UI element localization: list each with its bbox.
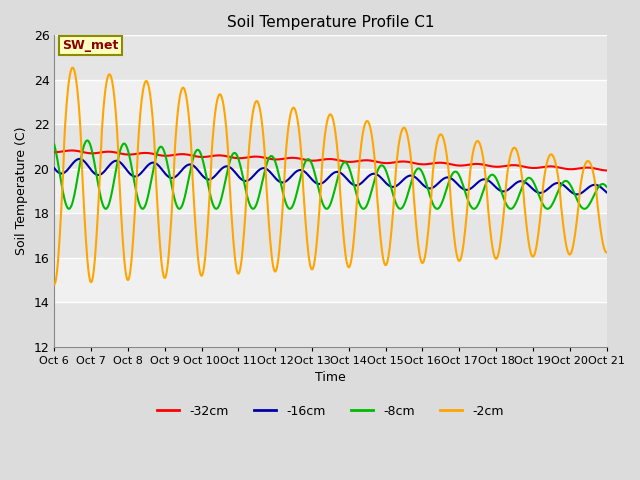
Bar — [54, 213, 607, 258]
Title: Soil Temperature Profile C1: Soil Temperature Profile C1 — [227, 15, 434, 30]
Y-axis label: Soil Temperature (C): Soil Temperature (C) — [15, 127, 28, 255]
Bar — [54, 36, 607, 80]
Bar — [54, 302, 607, 347]
Bar — [54, 124, 607, 169]
Text: SW_met: SW_met — [63, 39, 119, 52]
Legend: -32cm, -16cm, -8cm, -2cm: -32cm, -16cm, -8cm, -2cm — [152, 400, 509, 423]
X-axis label: Time: Time — [315, 372, 346, 384]
